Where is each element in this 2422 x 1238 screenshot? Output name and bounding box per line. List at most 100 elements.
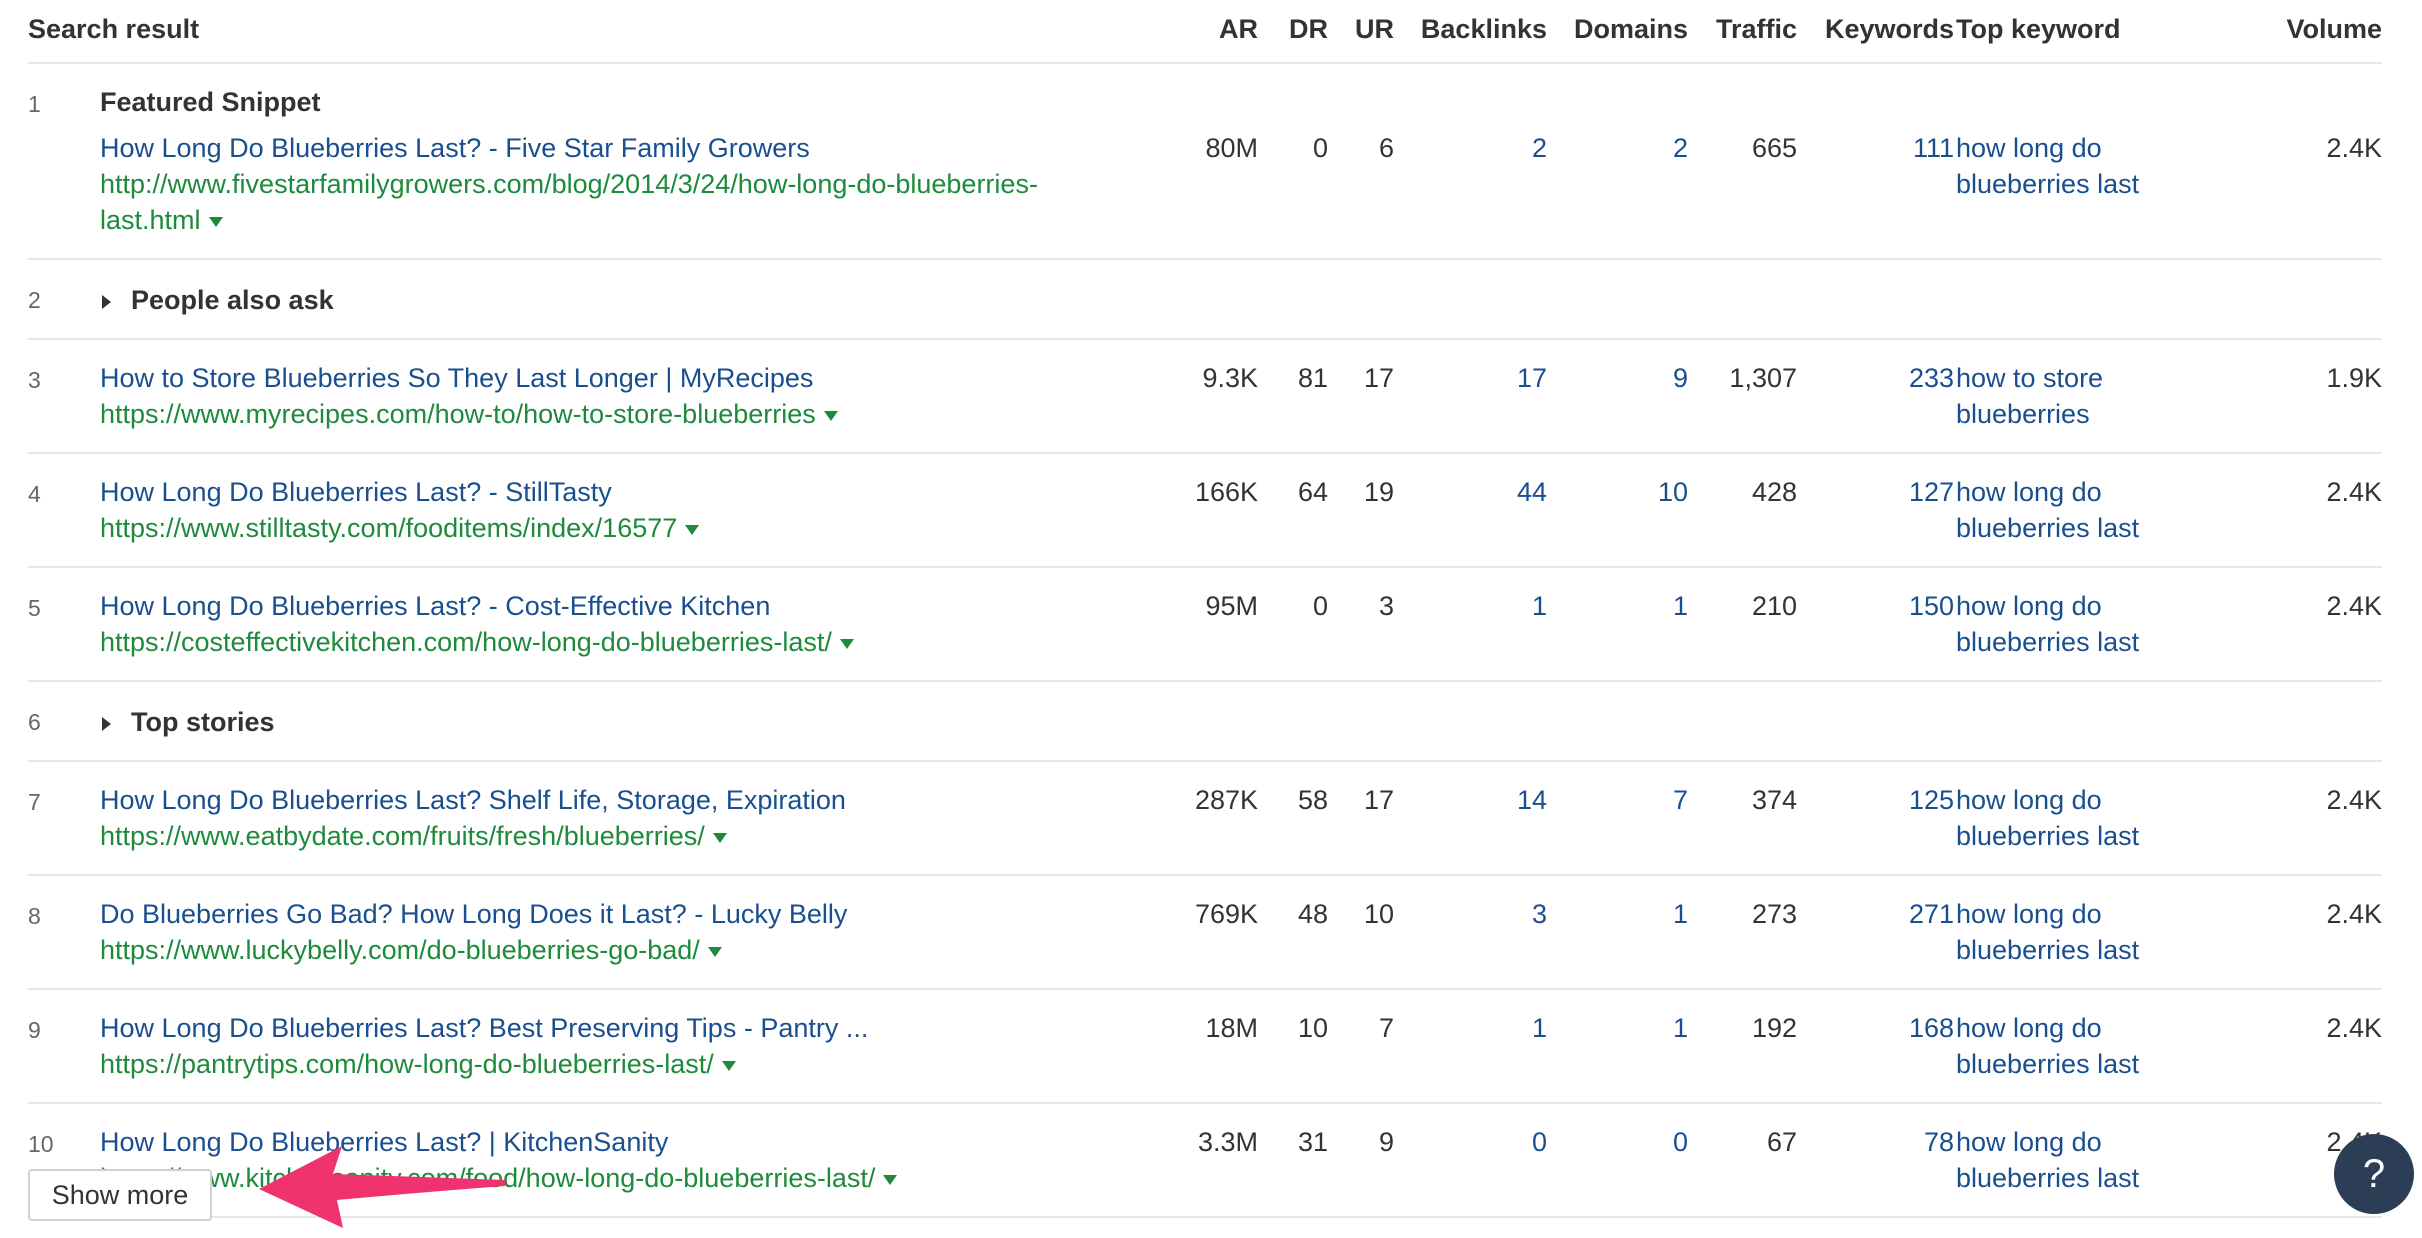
caret-down-icon[interactable] xyxy=(208,216,223,227)
result-url[interactable]: http://www.fivestarfamilygrowers.com/blo… xyxy=(100,169,1038,235)
col-keywords[interactable]: Keywords xyxy=(1797,0,1954,64)
result-title-link[interactable]: How Long Do Blueberries Last? - Five Sta… xyxy=(100,133,810,163)
keywords-link[interactable]: 150 xyxy=(1797,567,1954,682)
col-volume[interactable]: Volume xyxy=(2234,0,2382,64)
dr-value: 0 xyxy=(1258,567,1328,682)
domains-link[interactable]: 1 xyxy=(1547,567,1688,682)
table-row: 7 How Long Do Blueberries Last? Shelf Lif… xyxy=(28,761,2382,876)
domains-link[interactable]: 1 xyxy=(1547,875,1688,990)
col-top-keyword[interactable]: Top keyword xyxy=(1954,0,2234,64)
section-title[interactable]: Top stories xyxy=(131,707,275,737)
caret-down-icon[interactable] xyxy=(883,1174,898,1185)
ur-value: 17 xyxy=(1328,339,1394,454)
result-url[interactable]: https://www.myrecipes.com/how-to/how-to-… xyxy=(100,399,816,429)
section-toggle[interactable]: People also ask xyxy=(100,259,2382,340)
result-url[interactable]: https://www.eatbydate.com/fruits/fresh/b… xyxy=(100,821,705,851)
result-title-link[interactable]: How Long Do Blueberries Last? - StillTas… xyxy=(100,477,612,507)
backlinks-link[interactable]: 0 xyxy=(1394,1103,1547,1218)
result-title-link[interactable]: How to Store Blueberries So They Last Lo… xyxy=(100,363,814,393)
result-title-link[interactable]: How Long Do Blueberries Last? Shelf Life… xyxy=(100,785,846,815)
ur-value: 7 xyxy=(1328,989,1394,1104)
col-backlinks[interactable]: Backlinks xyxy=(1394,0,1547,64)
table-header: Search result AR DR UR Backlinks Domains… xyxy=(28,0,2382,64)
top-keyword-link[interactable]: how long do blueberries last xyxy=(1954,1103,2234,1218)
domains-link[interactable]: 7 xyxy=(1547,761,1688,876)
top-keyword-link[interactable]: how long do blueberries last xyxy=(1954,567,2234,682)
keywords-link[interactable]: 111 xyxy=(1797,63,1954,260)
col-domains[interactable]: Domains xyxy=(1547,0,1688,64)
backlinks-link[interactable]: 17 xyxy=(1394,339,1547,454)
traffic-value: 210 xyxy=(1688,567,1797,682)
ar-value: 769K xyxy=(1155,875,1258,990)
result-title-link[interactable]: How Long Do Blueberries Last? - Cost-Eff… xyxy=(100,591,771,621)
domains-link[interactable]: 0 xyxy=(1547,1103,1688,1218)
table-row: 9 How Long Do Blueberries Last? Best Pres… xyxy=(28,989,2382,1104)
table-row: 10 How Long Do Blueberries Last? | Kitche… xyxy=(28,1103,2382,1218)
col-search-result[interactable]: Search result xyxy=(28,0,1155,64)
section-title[interactable]: People also ask xyxy=(131,285,334,315)
col-ur[interactable]: UR xyxy=(1328,0,1394,64)
caret-down-icon[interactable] xyxy=(823,410,838,421)
volume-value: 2.4K xyxy=(2234,761,2382,876)
caret-down-icon[interactable] xyxy=(707,946,722,957)
caret-down-icon[interactable] xyxy=(721,1060,736,1071)
backlinks-link[interactable]: 14 xyxy=(1394,761,1547,876)
keywords-link[interactable]: 78 xyxy=(1797,1103,1954,1218)
dr-value: 31 xyxy=(1258,1103,1328,1218)
result-url[interactable]: https://www.luckybelly.com/do-blueberrie… xyxy=(100,935,700,965)
result-title-link[interactable]: How Long Do Blueberries Last? Best Prese… xyxy=(100,1013,869,1043)
top-keyword-link[interactable]: how long do blueberries last xyxy=(1954,989,2234,1104)
row-index: 9 xyxy=(28,989,100,1104)
result-url[interactable]: https://pantrytips.com/how-long-do-blueb… xyxy=(100,1049,714,1079)
table-row: 8 Do Blueberries Go Bad? How Long Does it… xyxy=(28,875,2382,990)
volume-value: 2.4K xyxy=(2234,875,2382,990)
result-url[interactable]: https://costeffectivekitchen.com/how-lon… xyxy=(100,627,832,657)
col-traffic[interactable]: Traffic xyxy=(1688,0,1797,64)
ur-value: 3 xyxy=(1328,567,1394,682)
keywords-link[interactable]: 233 xyxy=(1797,339,1954,454)
top-keyword-link[interactable]: how long do blueberries last xyxy=(1954,761,2234,876)
section-toggle[interactable]: Top stories xyxy=(100,681,2382,762)
caret-down-icon[interactable] xyxy=(839,638,854,649)
caret-down-icon[interactable] xyxy=(712,832,727,843)
keywords-link[interactable]: 127 xyxy=(1797,453,1954,568)
caret-down-icon[interactable] xyxy=(685,524,700,535)
domains-link[interactable]: 9 xyxy=(1547,339,1688,454)
domains-link[interactable]: 1 xyxy=(1547,989,1688,1104)
row-index: 3 xyxy=(28,339,100,454)
expand-triangle-icon[interactable] xyxy=(102,294,111,309)
show-more-button[interactable]: Show more xyxy=(28,1169,212,1221)
backlinks-link[interactable]: 1 xyxy=(1394,989,1547,1104)
traffic-value: 273 xyxy=(1688,875,1797,990)
keywords-link[interactable]: 168 xyxy=(1797,989,1954,1104)
help-button[interactable]: ? xyxy=(2334,1134,2414,1214)
search-result-cell: How Long Do Blueberries Last? Best Prese… xyxy=(100,989,1155,1104)
ur-value: 6 xyxy=(1328,63,1394,260)
expand-triangle-icon[interactable] xyxy=(102,716,111,731)
result-url[interactable]: https://www.kitchensanity.com/food/how-l… xyxy=(100,1163,876,1193)
backlinks-link[interactable]: 3 xyxy=(1394,875,1547,990)
volume-value: 2.4K xyxy=(2234,453,2382,568)
col-ar[interactable]: AR xyxy=(1155,0,1258,64)
search-result-cell: How Long Do Blueberries Last? - StillTas… xyxy=(100,453,1155,568)
search-result-cell: How Long Do Blueberries Last? | KitchenS… xyxy=(100,1103,1155,1218)
serp-table: Search result AR DR UR Backlinks Domains… xyxy=(28,0,2382,1218)
backlinks-link[interactable]: 44 xyxy=(1394,453,1547,568)
ar-value: 95M xyxy=(1155,567,1258,682)
top-keyword-link[interactable]: how long do blueberries last xyxy=(1954,63,2234,260)
result-title-link[interactable]: Do Blueberries Go Bad? How Long Does it … xyxy=(100,899,848,929)
result-url[interactable]: https://www.stilltasty.com/fooditems/ind… xyxy=(100,513,678,543)
keywords-link[interactable]: 125 xyxy=(1797,761,1954,876)
domains-link[interactable]: 10 xyxy=(1547,453,1688,568)
top-keyword-link[interactable]: how long do blueberries last xyxy=(1954,875,2234,990)
traffic-value: 665 xyxy=(1688,63,1797,260)
domains-link[interactable]: 2 xyxy=(1547,63,1688,260)
top-keyword-link[interactable]: how long do blueberries last xyxy=(1954,453,2234,568)
col-dr[interactable]: DR xyxy=(1258,0,1328,64)
backlinks-link[interactable]: 1 xyxy=(1394,567,1547,682)
result-title-link[interactable]: How Long Do Blueberries Last? | KitchenS… xyxy=(100,1127,669,1157)
table-row: 5 How Long Do Blueberries Last? - Cost-Ef… xyxy=(28,567,2382,682)
backlinks-link[interactable]: 2 xyxy=(1394,63,1547,260)
keywords-link[interactable]: 271 xyxy=(1797,875,1954,990)
top-keyword-link[interactable]: how to store blueberries xyxy=(1954,339,2234,454)
